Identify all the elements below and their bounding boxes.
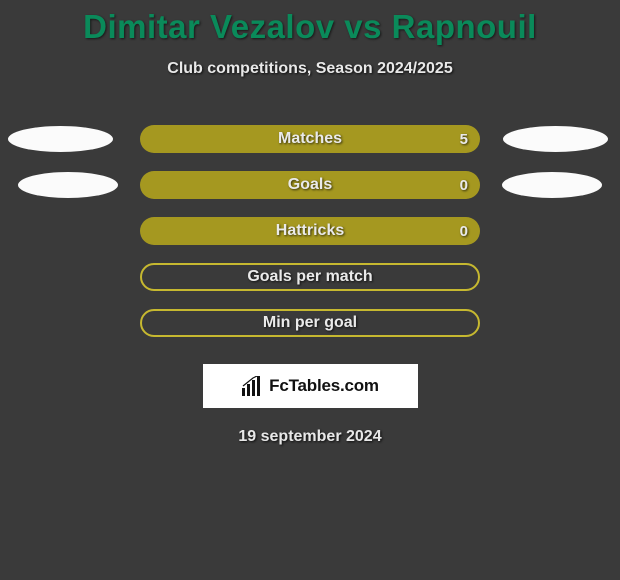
stat-label: Min per goal bbox=[263, 314, 357, 332]
logo-box: FcTables.com bbox=[203, 364, 418, 408]
chart-icon bbox=[241, 376, 263, 396]
stat-value: 0 bbox=[460, 223, 468, 240]
right-ellipse bbox=[503, 126, 608, 152]
left-ellipse bbox=[8, 126, 113, 152]
logo: FcTables.com bbox=[241, 376, 379, 396]
stat-bar: Goals 0 bbox=[140, 171, 480, 199]
logo-text: FcTables.com bbox=[269, 376, 379, 396]
stat-bar: Goals per match bbox=[140, 263, 480, 291]
stat-bar: Hattricks 0 bbox=[140, 217, 480, 245]
stat-label: Hattricks bbox=[276, 222, 344, 240]
stats-area: Matches 5 Goals 0 Hattricks 0 Goals per … bbox=[0, 116, 620, 346]
stat-row-min-per-goal: Min per goal bbox=[0, 300, 620, 346]
stat-label: Goals per match bbox=[247, 268, 372, 286]
page-title: Dimitar Vezalov vs Rapnouil bbox=[0, 0, 620, 46]
stat-row-hattricks: Hattricks 0 bbox=[0, 208, 620, 254]
stat-row-goals-per-match: Goals per match bbox=[0, 254, 620, 300]
stat-row-goals: Goals 0 bbox=[0, 162, 620, 208]
stat-bar: Matches 5 bbox=[140, 125, 480, 153]
stat-value: 5 bbox=[460, 131, 468, 148]
date: 19 september 2024 bbox=[0, 428, 620, 446]
right-ellipse bbox=[502, 172, 602, 198]
left-ellipse bbox=[18, 172, 118, 198]
subtitle: Club competitions, Season 2024/2025 bbox=[0, 60, 620, 78]
stat-bar: Min per goal bbox=[140, 309, 480, 337]
stat-label: Matches bbox=[278, 130, 342, 148]
stat-value: 0 bbox=[460, 177, 468, 194]
stat-label: Goals bbox=[288, 176, 332, 194]
stat-row-matches: Matches 5 bbox=[0, 116, 620, 162]
